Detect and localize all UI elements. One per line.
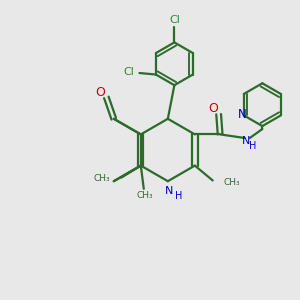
Text: N: N: [238, 108, 247, 121]
Text: Cl: Cl: [123, 68, 134, 77]
Text: Cl: Cl: [169, 15, 180, 26]
Text: O: O: [95, 85, 105, 98]
Text: CH₃: CH₃: [94, 175, 110, 184]
Text: CH₃: CH₃: [137, 191, 154, 200]
Text: H: H: [249, 141, 256, 151]
Text: O: O: [208, 102, 218, 115]
Text: CH₃: CH₃: [224, 178, 241, 187]
Text: N: N: [242, 136, 250, 146]
Text: N: N: [164, 186, 173, 196]
Text: H: H: [176, 191, 183, 201]
